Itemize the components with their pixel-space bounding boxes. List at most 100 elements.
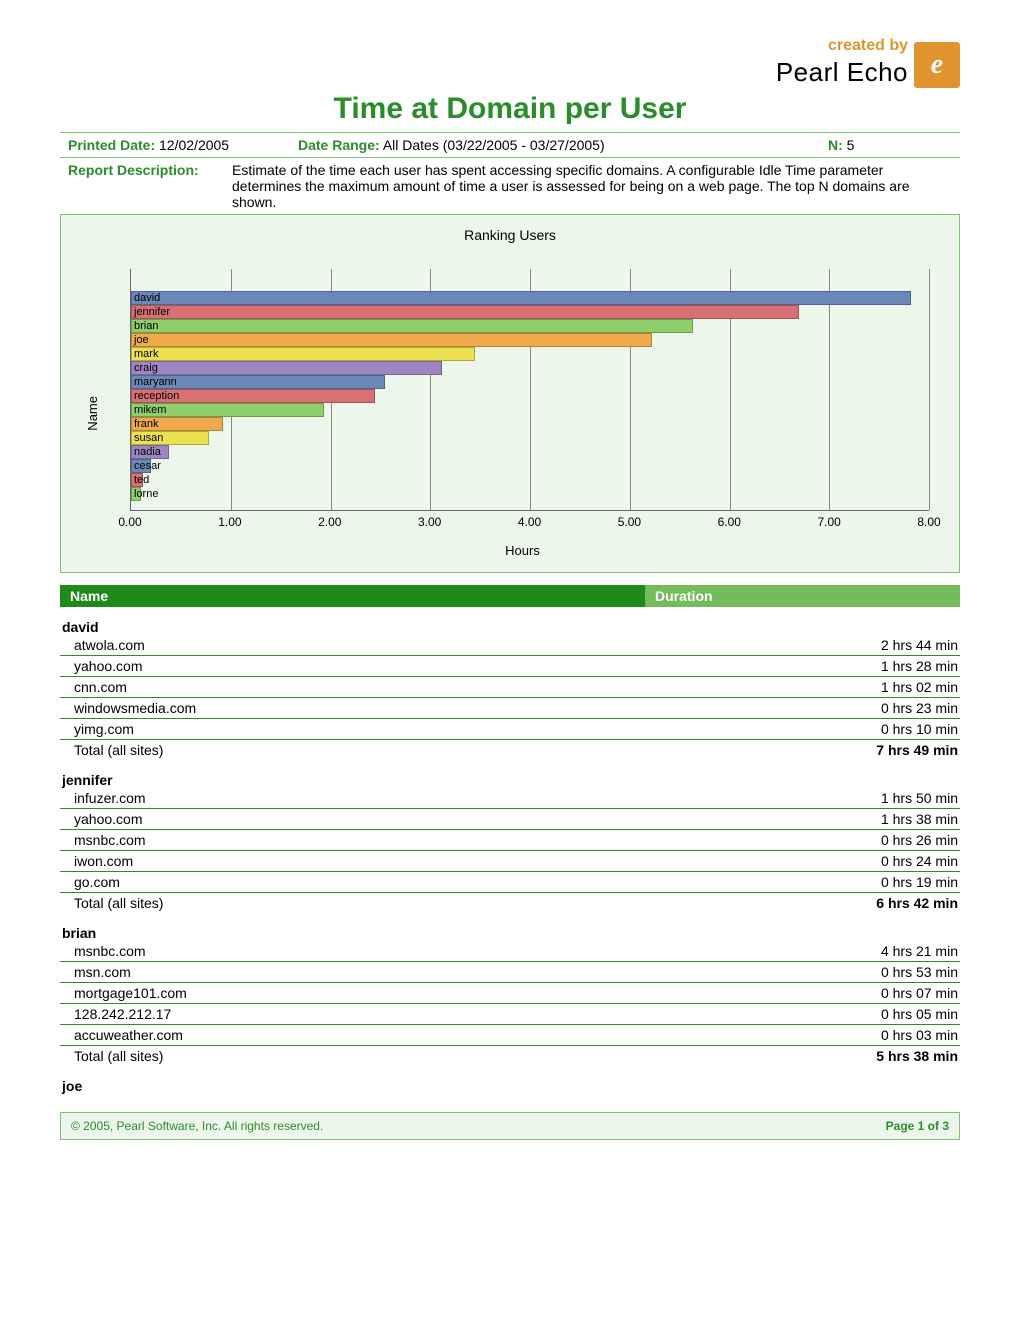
page-number: Page 1 of 3	[886, 1119, 949, 1133]
user-block: brian msnbc.com 4 hrs 21 min msn.com 0 hrs 5…	[60, 925, 960, 1066]
domain-cell: cnn.com	[74, 679, 127, 695]
y-axis-label: Name	[85, 396, 100, 431]
table-row: mortgage101.com 0 hrs 07 min	[60, 983, 960, 1004]
table-row: infuzer.com1 hrs 50 min	[60, 788, 960, 809]
chart-bar: lorne	[131, 487, 141, 501]
duration-cell: 1 hrs 28 min	[881, 658, 958, 674]
chart-bar: mikem	[131, 403, 324, 417]
user-name: brian	[60, 925, 960, 941]
n-label: N:	[828, 137, 843, 153]
total-duration: 6 hrs 42 min	[876, 895, 958, 911]
chart-bar: susan	[131, 431, 209, 445]
user-name: jennifer	[60, 772, 960, 788]
duration-cell: 0 hrs 19 min	[881, 874, 958, 890]
total-duration: 7 hrs 49 min	[876, 742, 958, 758]
chart-title: Ranking Users	[85, 227, 935, 243]
domain-cell: msnbc.com	[74, 832, 146, 848]
chart-bar: reception	[131, 389, 375, 403]
x-tick: 8.00	[917, 515, 940, 529]
total-label: Total (all sites)	[74, 742, 163, 758]
plot-outer: davidjenniferbrianjoemarkcraigmaryannrec…	[110, 269, 935, 558]
duration-cell: 0 hrs 26 min	[881, 832, 958, 848]
chart-plot: davidjenniferbrianjoemarkcraigmaryannrec…	[130, 269, 929, 511]
table-row: yimg.com 0 hrs 10 min	[60, 719, 960, 740]
n-value: 5	[847, 137, 855, 153]
printed-date-label: Printed Date:	[68, 137, 155, 153]
duration-cell: 0 hrs 03 min	[881, 1027, 958, 1043]
chart-panel: Ranking Users Name davidjenniferbrianjoe…	[60, 215, 960, 573]
total-duration: 5 hrs 38 min	[876, 1048, 958, 1064]
domain-cell: windowsmedia.com	[74, 700, 196, 716]
desc-value: Estimate of the time each user has spent…	[232, 162, 952, 210]
domain-cell: go.com	[74, 874, 120, 890]
n-param: N: 5	[828, 137, 952, 153]
duration-cell: 0 hrs 53 min	[881, 964, 958, 980]
x-tick: 0.00	[118, 515, 141, 529]
domain-cell: msnbc.com	[74, 943, 146, 959]
report-title: Time at Domain per User	[60, 92, 960, 126]
table-row: atwola.com 2 hrs 44 min	[60, 635, 960, 656]
duration-cell: 4 hrs 21 min	[881, 943, 958, 959]
duration-cell: 0 hrs 07 min	[881, 985, 958, 1001]
table-row: yahoo.com 1 hrs 28 min	[60, 656, 960, 677]
table-row: go.com 0 hrs 19 min	[60, 872, 960, 893]
domain-cell: yahoo.com	[74, 658, 142, 674]
table-row: yahoo.com1 hrs 38 min	[60, 809, 960, 830]
duration-cell: 0 hrs 10 min	[881, 721, 958, 737]
copyright-text: © 2005, Pearl Software, Inc. All rights …	[71, 1119, 323, 1133]
table-row: accuweather.com 0 hrs 03 min	[60, 1025, 960, 1046]
x-tick: 2.00	[318, 515, 341, 529]
total-label: Total (all sites)	[74, 895, 163, 911]
duration-cell: 0 hrs 24 min	[881, 853, 958, 869]
domain-cell: msn.com	[74, 964, 131, 980]
duration-cell: 0 hrs 05 min	[881, 1006, 958, 1022]
domain-cell: 128.242.212.17	[74, 1006, 171, 1022]
total-label: Total (all sites)	[74, 1048, 163, 1064]
table-body: davidatwola.com2 hrs 44 minyahoo.com1 hr…	[60, 619, 960, 1066]
table-row: 128.242.212.17 0 hrs 05 min	[60, 1004, 960, 1025]
domain-cell: yimg.com	[74, 721, 134, 737]
logo-icon: e	[914, 42, 960, 88]
domain-cell: atwola.com	[74, 637, 145, 653]
chart-bar: jennifer	[131, 305, 799, 319]
domain-cell: iwon.com	[74, 853, 133, 869]
printed-date-value: 12/02/2005	[159, 137, 229, 153]
info-row-meta: Printed Date: 12/02/2005 Date Range: All…	[60, 132, 960, 157]
next-user-name: joe	[60, 1078, 960, 1094]
x-tick: 1.00	[218, 515, 241, 529]
column-header-name: Name	[60, 585, 645, 607]
user-block: david atwola.com 2 hrs 44 min yahoo.com 1 hr…	[60, 619, 960, 760]
chart-bar: david	[131, 291, 911, 305]
chart-bar: mark	[131, 347, 475, 361]
date-range-value: All Dates (03/22/2005 - 03/27/2005)	[383, 137, 605, 153]
x-tick: 5.00	[618, 515, 641, 529]
grid-line	[929, 269, 930, 510]
date-range-label: Date Range:	[298, 137, 380, 153]
x-tick: 4.00	[518, 515, 541, 529]
total-row: Total (all sites) 5 hrs 38 min	[60, 1046, 960, 1066]
grid-line	[829, 269, 830, 510]
x-tick: 3.00	[418, 515, 441, 529]
table-row: iwon.com 0 hrs 24 min	[60, 851, 960, 872]
x-tick: 6.00	[718, 515, 741, 529]
table-row: windowsmedia.com 0 hrs 23 min	[60, 698, 960, 719]
table-row: msnbc.com 4 hrs 21 min	[60, 941, 960, 962]
domain-cell: mortgage101.com	[74, 985, 187, 1001]
created-by-label: created by	[776, 37, 908, 55]
x-axis-ticks: 0.001.002.003.004.005.006.007.008.00	[130, 511, 929, 529]
chart-bar: craig	[131, 361, 442, 375]
duration-cell: 0 hrs 23 min	[881, 700, 958, 716]
user-name: david	[60, 619, 960, 635]
chart-bar: joe	[131, 333, 652, 347]
duration-cell: 2 hrs 44 min	[881, 637, 958, 653]
chart-bar: ted	[131, 473, 143, 487]
brand-name: Pearl Echo	[776, 57, 908, 88]
x-tick: 7.00	[817, 515, 840, 529]
date-range: Date Range: All Dates (03/22/2005 - 03/2…	[298, 137, 828, 153]
x-axis-label: Hours	[110, 543, 935, 558]
domain-cell: accuweather.com	[74, 1027, 183, 1043]
duration-cell: 1 hrs 02 min	[881, 679, 958, 695]
domain-cell: yahoo.com	[74, 811, 142, 827]
total-row: Total (all sites) 7 hrs 49 min	[60, 740, 960, 760]
brand-block: created by Pearl Echo	[776, 37, 908, 88]
